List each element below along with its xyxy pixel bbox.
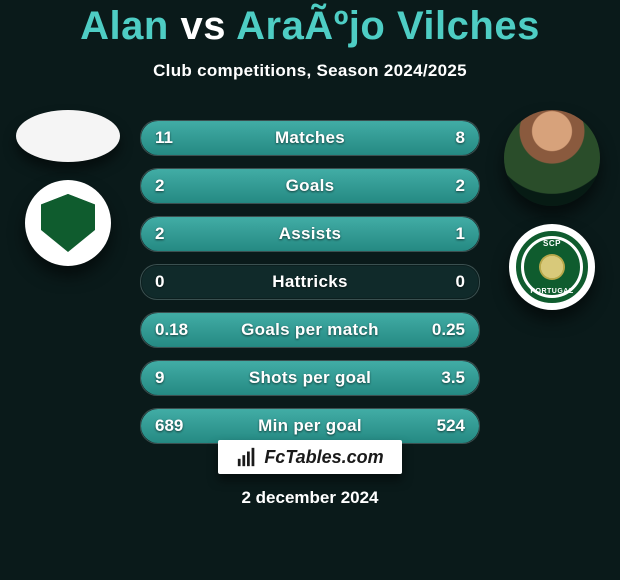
player1-club-badge (25, 180, 111, 266)
stat-value-left: 0 (155, 272, 164, 292)
stat-value-left: 2 (155, 176, 164, 196)
stat-label: Min per goal (258, 416, 362, 436)
stat-label: Shots per goal (249, 368, 371, 388)
stat-rows: 11 Matches 8 2 Goals 2 2 Assists 1 0 Hattricks 0 0.1… (140, 120, 480, 444)
badge-lion-icon (539, 254, 565, 280)
stat-label: Hattricks (272, 272, 347, 292)
stat-content: 9 Shots per goal 3.5 (141, 361, 479, 395)
player1-name: Alan (80, 4, 169, 48)
stat-row: 2 Assists 1 (140, 216, 480, 252)
stat-value-left: 2 (155, 224, 164, 244)
stat-label: Assists (279, 224, 342, 244)
stat-value-left: 11 (155, 128, 173, 148)
badge-bottom-text: PORTUGAL (516, 288, 588, 295)
stat-content: 2 Assists 1 (141, 217, 479, 251)
stat-row: 9 Shots per goal 3.5 (140, 360, 480, 396)
subtitle: Club competitions, Season 2024/2025 (0, 61, 620, 81)
vs-text: vs (180, 4, 226, 48)
player2-name: AraÃºjo Vilches (236, 4, 540, 48)
stat-value-left: 9 (155, 368, 164, 388)
stat-value-left: 0.18 (155, 320, 188, 340)
footer: FcTables.com 2 december 2024 (0, 440, 620, 508)
right-column: SCP PORTUGAL (492, 110, 612, 310)
stat-value-right: 0.25 (432, 320, 465, 340)
left-column (8, 110, 128, 266)
stat-value-right: 3.5 (441, 368, 465, 388)
brand-badge: FcTables.com (218, 440, 401, 474)
stat-value-right: 524 (437, 416, 465, 436)
stat-value-right: 8 (456, 128, 465, 148)
player2-photo (504, 110, 600, 206)
stat-content: 0 Hattricks 0 (141, 265, 479, 299)
brand-text: FcTables.com (264, 447, 383, 468)
comparison-title: Alan vs AraÃºjo Vilches (0, 4, 620, 49)
header: Alan vs AraÃºjo Vilches Club competition… (0, 0, 620, 81)
stat-content: 11 Matches 8 (141, 121, 479, 155)
stat-row: 2 Goals 2 (140, 168, 480, 204)
stat-value-right: 2 (456, 176, 465, 196)
stat-content: 689 Min per goal 524 (141, 409, 479, 443)
stat-row: 689 Min per goal 524 (140, 408, 480, 444)
stat-value-right: 0 (456, 272, 465, 292)
stat-row: 0.18 Goals per match 0.25 (140, 312, 480, 348)
date-text: 2 december 2024 (241, 488, 378, 508)
stat-row: 11 Matches 8 (140, 120, 480, 156)
stat-label: Goals (286, 176, 335, 196)
stat-row: 0 Hattricks 0 (140, 264, 480, 300)
player1-photo-placeholder (16, 110, 120, 162)
badge-top-text: SCP (516, 239, 588, 248)
stat-value-right: 1 (456, 224, 465, 244)
stat-content: 0.18 Goals per match 0.25 (141, 313, 479, 347)
stat-label: Goals per match (241, 320, 379, 340)
bars-icon (236, 446, 258, 468)
stat-value-left: 689 (155, 416, 183, 436)
player2-club-badge: SCP PORTUGAL (509, 224, 595, 310)
stat-label: Matches (275, 128, 345, 148)
stat-content: 2 Goals 2 (141, 169, 479, 203)
